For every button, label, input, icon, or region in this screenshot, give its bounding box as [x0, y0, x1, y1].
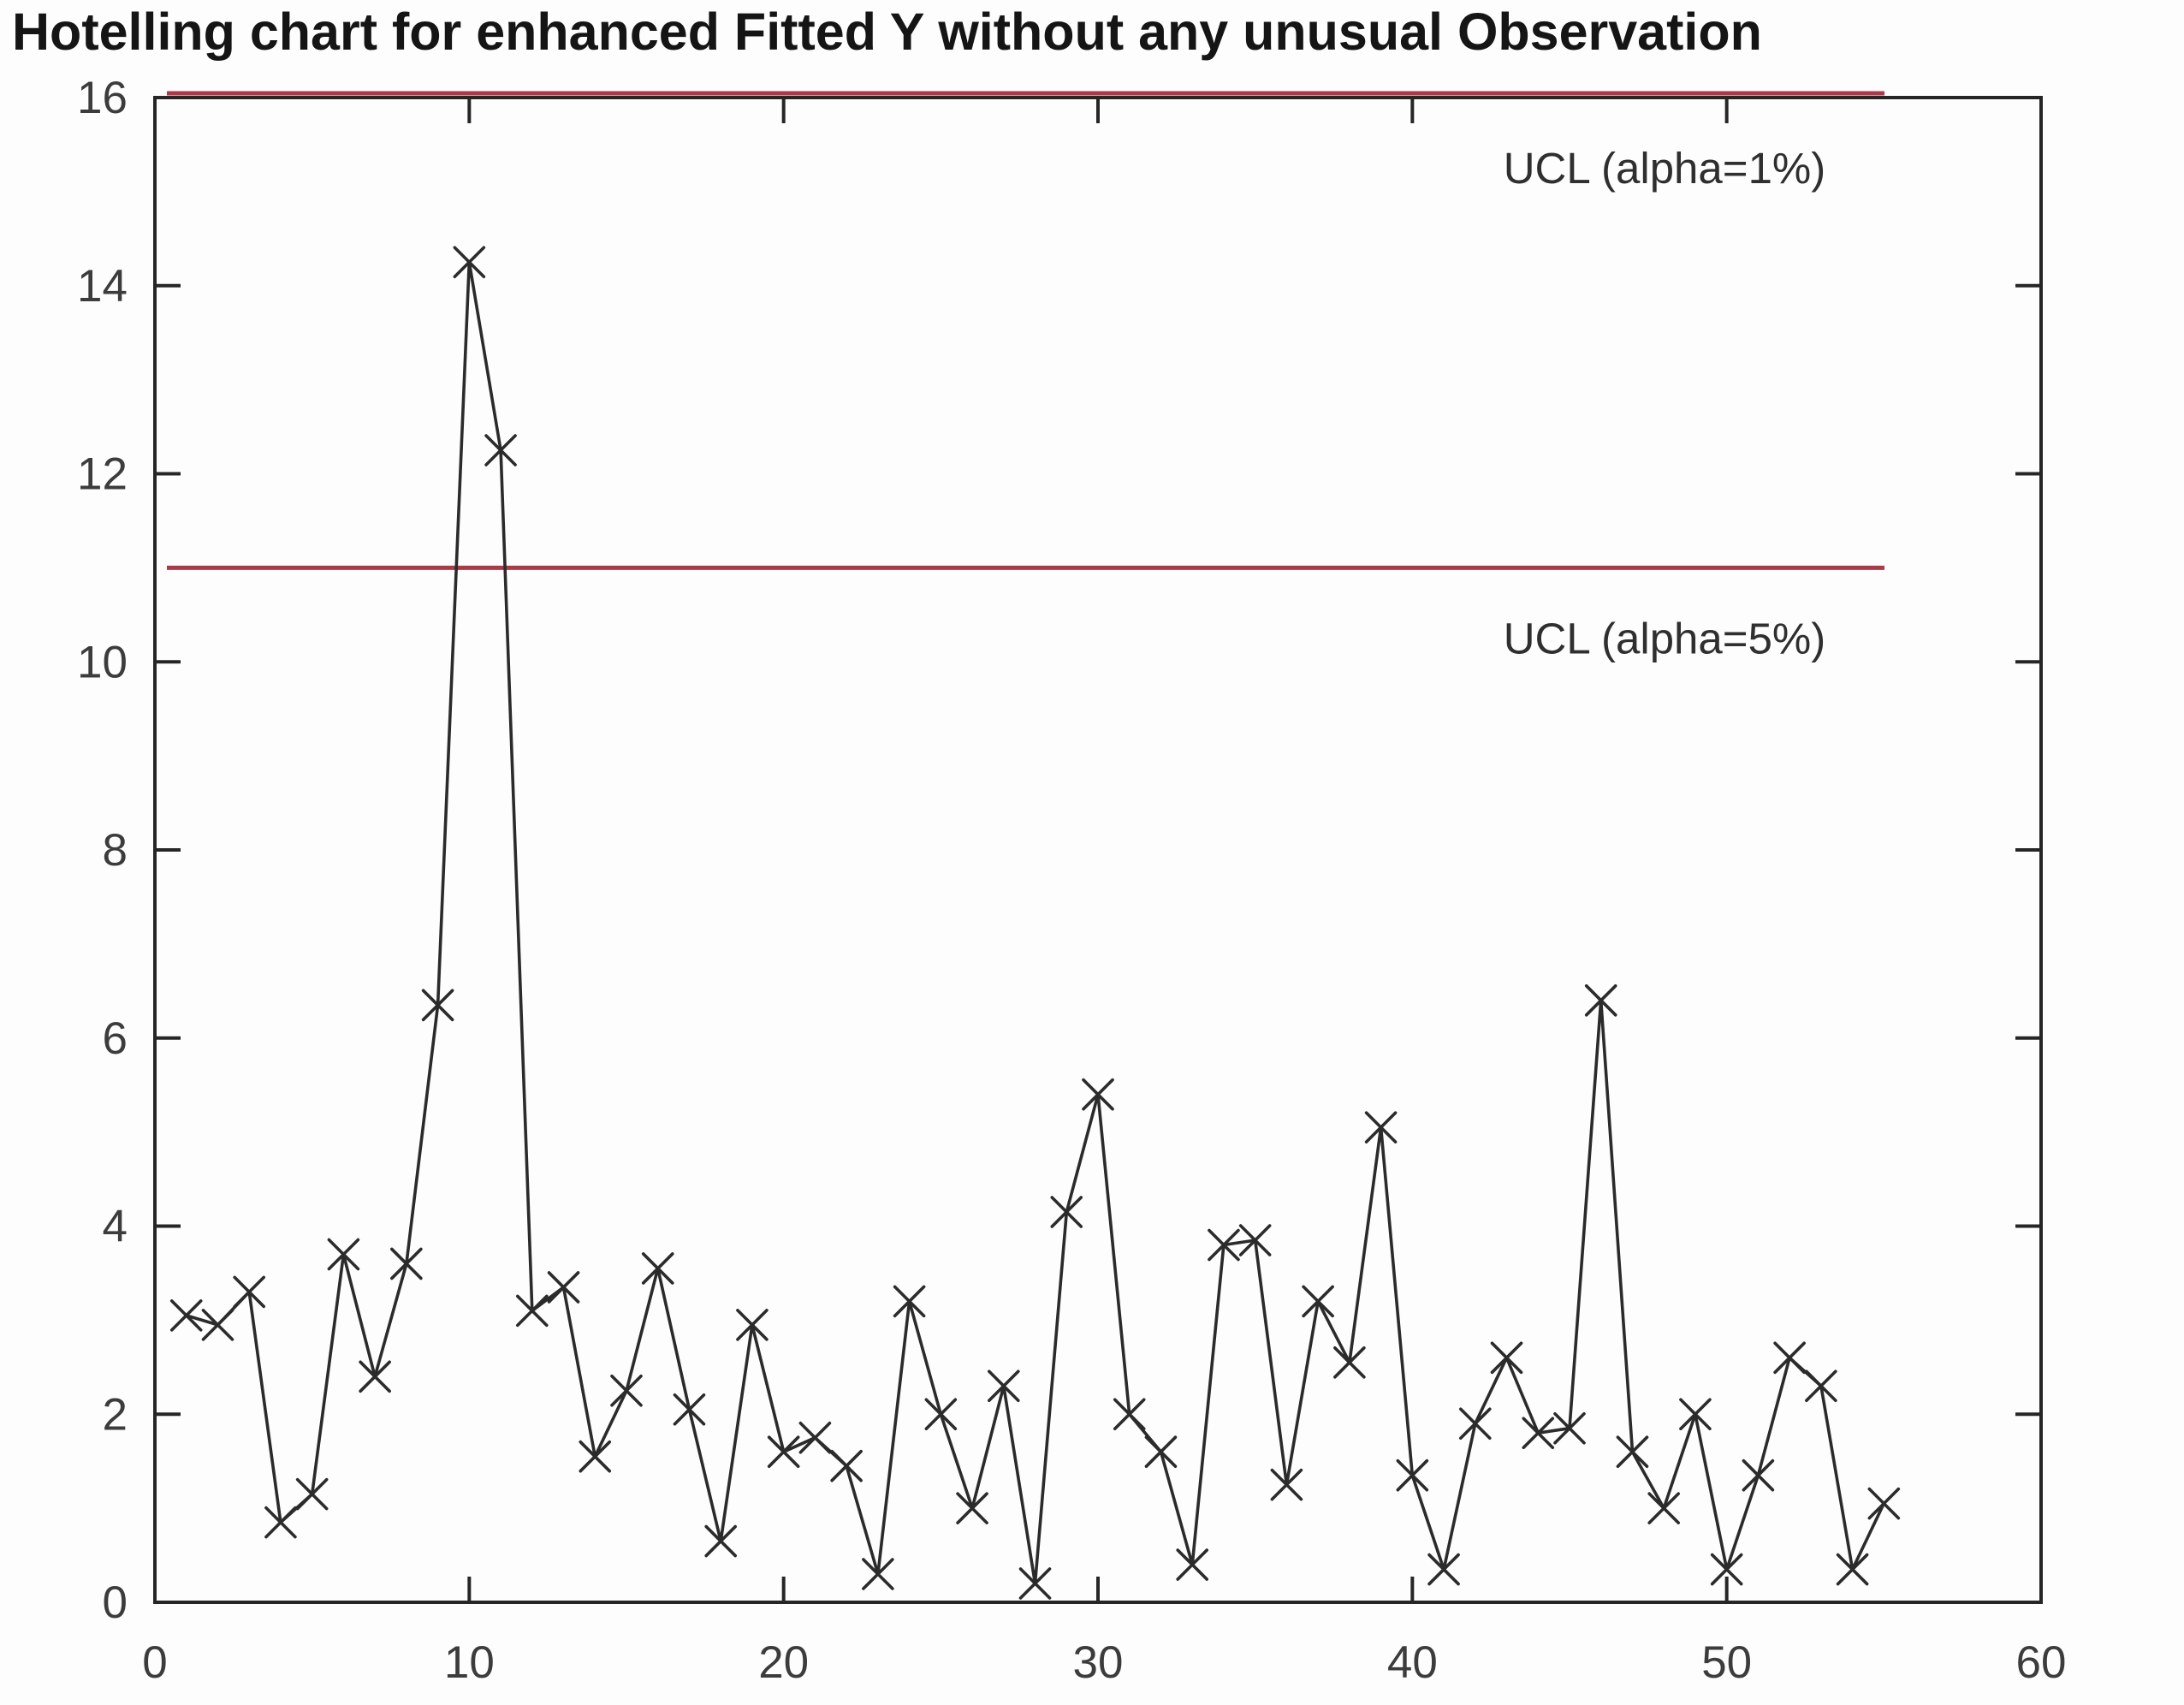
data-point-marker [1270, 1468, 1303, 1501]
data-point-marker [1082, 1078, 1114, 1111]
data-point-marker [547, 1271, 580, 1304]
data-point-marker [1553, 1411, 1586, 1445]
data-point-marker [1584, 984, 1617, 1017]
data-point-marker [1647, 1492, 1680, 1524]
data-point-marker [1710, 1553, 1743, 1586]
data-point-marker [1836, 1553, 1869, 1586]
data-point-marker [924, 1398, 958, 1431]
data-point-marker [579, 1440, 612, 1473]
data-point-marker [1490, 1341, 1523, 1375]
data-point-marker [1050, 1196, 1083, 1228]
data-point-marker [453, 246, 486, 279]
data-point-marker [704, 1524, 737, 1558]
y-tick-label: 6 [103, 1013, 128, 1064]
data-point-marker [201, 1309, 234, 1341]
y-tick-label: 10 [77, 637, 128, 687]
data-point-marker [1459, 1407, 1492, 1441]
data-point-marker [1144, 1435, 1178, 1468]
x-tick-label: 50 [1701, 1637, 1752, 1688]
data-point-marker [1427, 1553, 1460, 1586]
data-point-marker [956, 1492, 988, 1524]
y-tick-label: 16 [77, 73, 128, 123]
data-point-marker [862, 1558, 894, 1590]
data-point-marker [1364, 1111, 1398, 1144]
data-point-marker [1113, 1398, 1146, 1431]
data-point-marker [988, 1369, 1020, 1403]
plot-frame [153, 96, 2043, 1604]
x-tick-label: 30 [1073, 1637, 1124, 1688]
data-point-marker [1805, 1369, 1837, 1403]
data-point-marker [1176, 1548, 1208, 1581]
data-point-marker [484, 434, 517, 466]
data-point-marker [736, 1309, 769, 1341]
data-point-marker [1616, 1435, 1649, 1468]
data-point-marker [1208, 1228, 1240, 1262]
data-point-marker [1679, 1398, 1712, 1431]
y-tick-label: 2 [103, 1389, 128, 1440]
x-tick-label: 40 [1387, 1637, 1438, 1688]
y-tick-label: 0 [103, 1577, 128, 1628]
y-tick-label: 8 [103, 825, 128, 876]
data-point-marker [421, 989, 454, 1022]
data-point-marker [295, 1477, 329, 1511]
data-point-marker [830, 1449, 863, 1482]
y-tick-label: 14 [77, 261, 128, 312]
data-point-marker [516, 1294, 549, 1328]
data-point-marker [1333, 1346, 1366, 1379]
data-point-marker [327, 1238, 360, 1271]
data-point-marker [233, 1275, 265, 1309]
x-tick-label: 60 [2016, 1637, 2067, 1688]
x-tick-label: 20 [758, 1637, 809, 1688]
y-tick-label: 12 [77, 449, 128, 500]
data-point-marker [641, 1252, 674, 1285]
y-tick-label: 4 [103, 1202, 128, 1252]
data-point-marker [1018, 1567, 1052, 1600]
data-point-marker [264, 1506, 297, 1539]
data-point-marker [359, 1360, 391, 1393]
ucl-label-1: UCL (alpha=1%) [1504, 144, 1826, 193]
data-point-marker [767, 1435, 800, 1468]
data-point-marker [1396, 1458, 1429, 1492]
data-point-marker [1773, 1341, 1806, 1375]
x-tick-label: 0 [142, 1637, 167, 1688]
data-series-line [186, 260, 1885, 1585]
chart-title: Hotelling chart for enhanced Fitted Y wi… [12, 3, 1762, 61]
data-point-marker [1302, 1285, 1334, 1318]
data-point-marker [798, 1421, 832, 1454]
data-point-marker [610, 1374, 643, 1407]
data-point-marker [1522, 1417, 1555, 1450]
data-point-marker [1742, 1458, 1775, 1492]
data-point-marker [893, 1285, 926, 1318]
data-point-marker [169, 1299, 203, 1332]
ucl-label-2: UCL (alpha=5%) [1504, 614, 1826, 662]
data-point-marker [390, 1247, 423, 1280]
data-point-marker [673, 1393, 706, 1426]
x-tick-label: 10 [444, 1637, 495, 1688]
data-point-marker [1238, 1224, 1272, 1256]
data-point-marker [1867, 1487, 1901, 1520]
